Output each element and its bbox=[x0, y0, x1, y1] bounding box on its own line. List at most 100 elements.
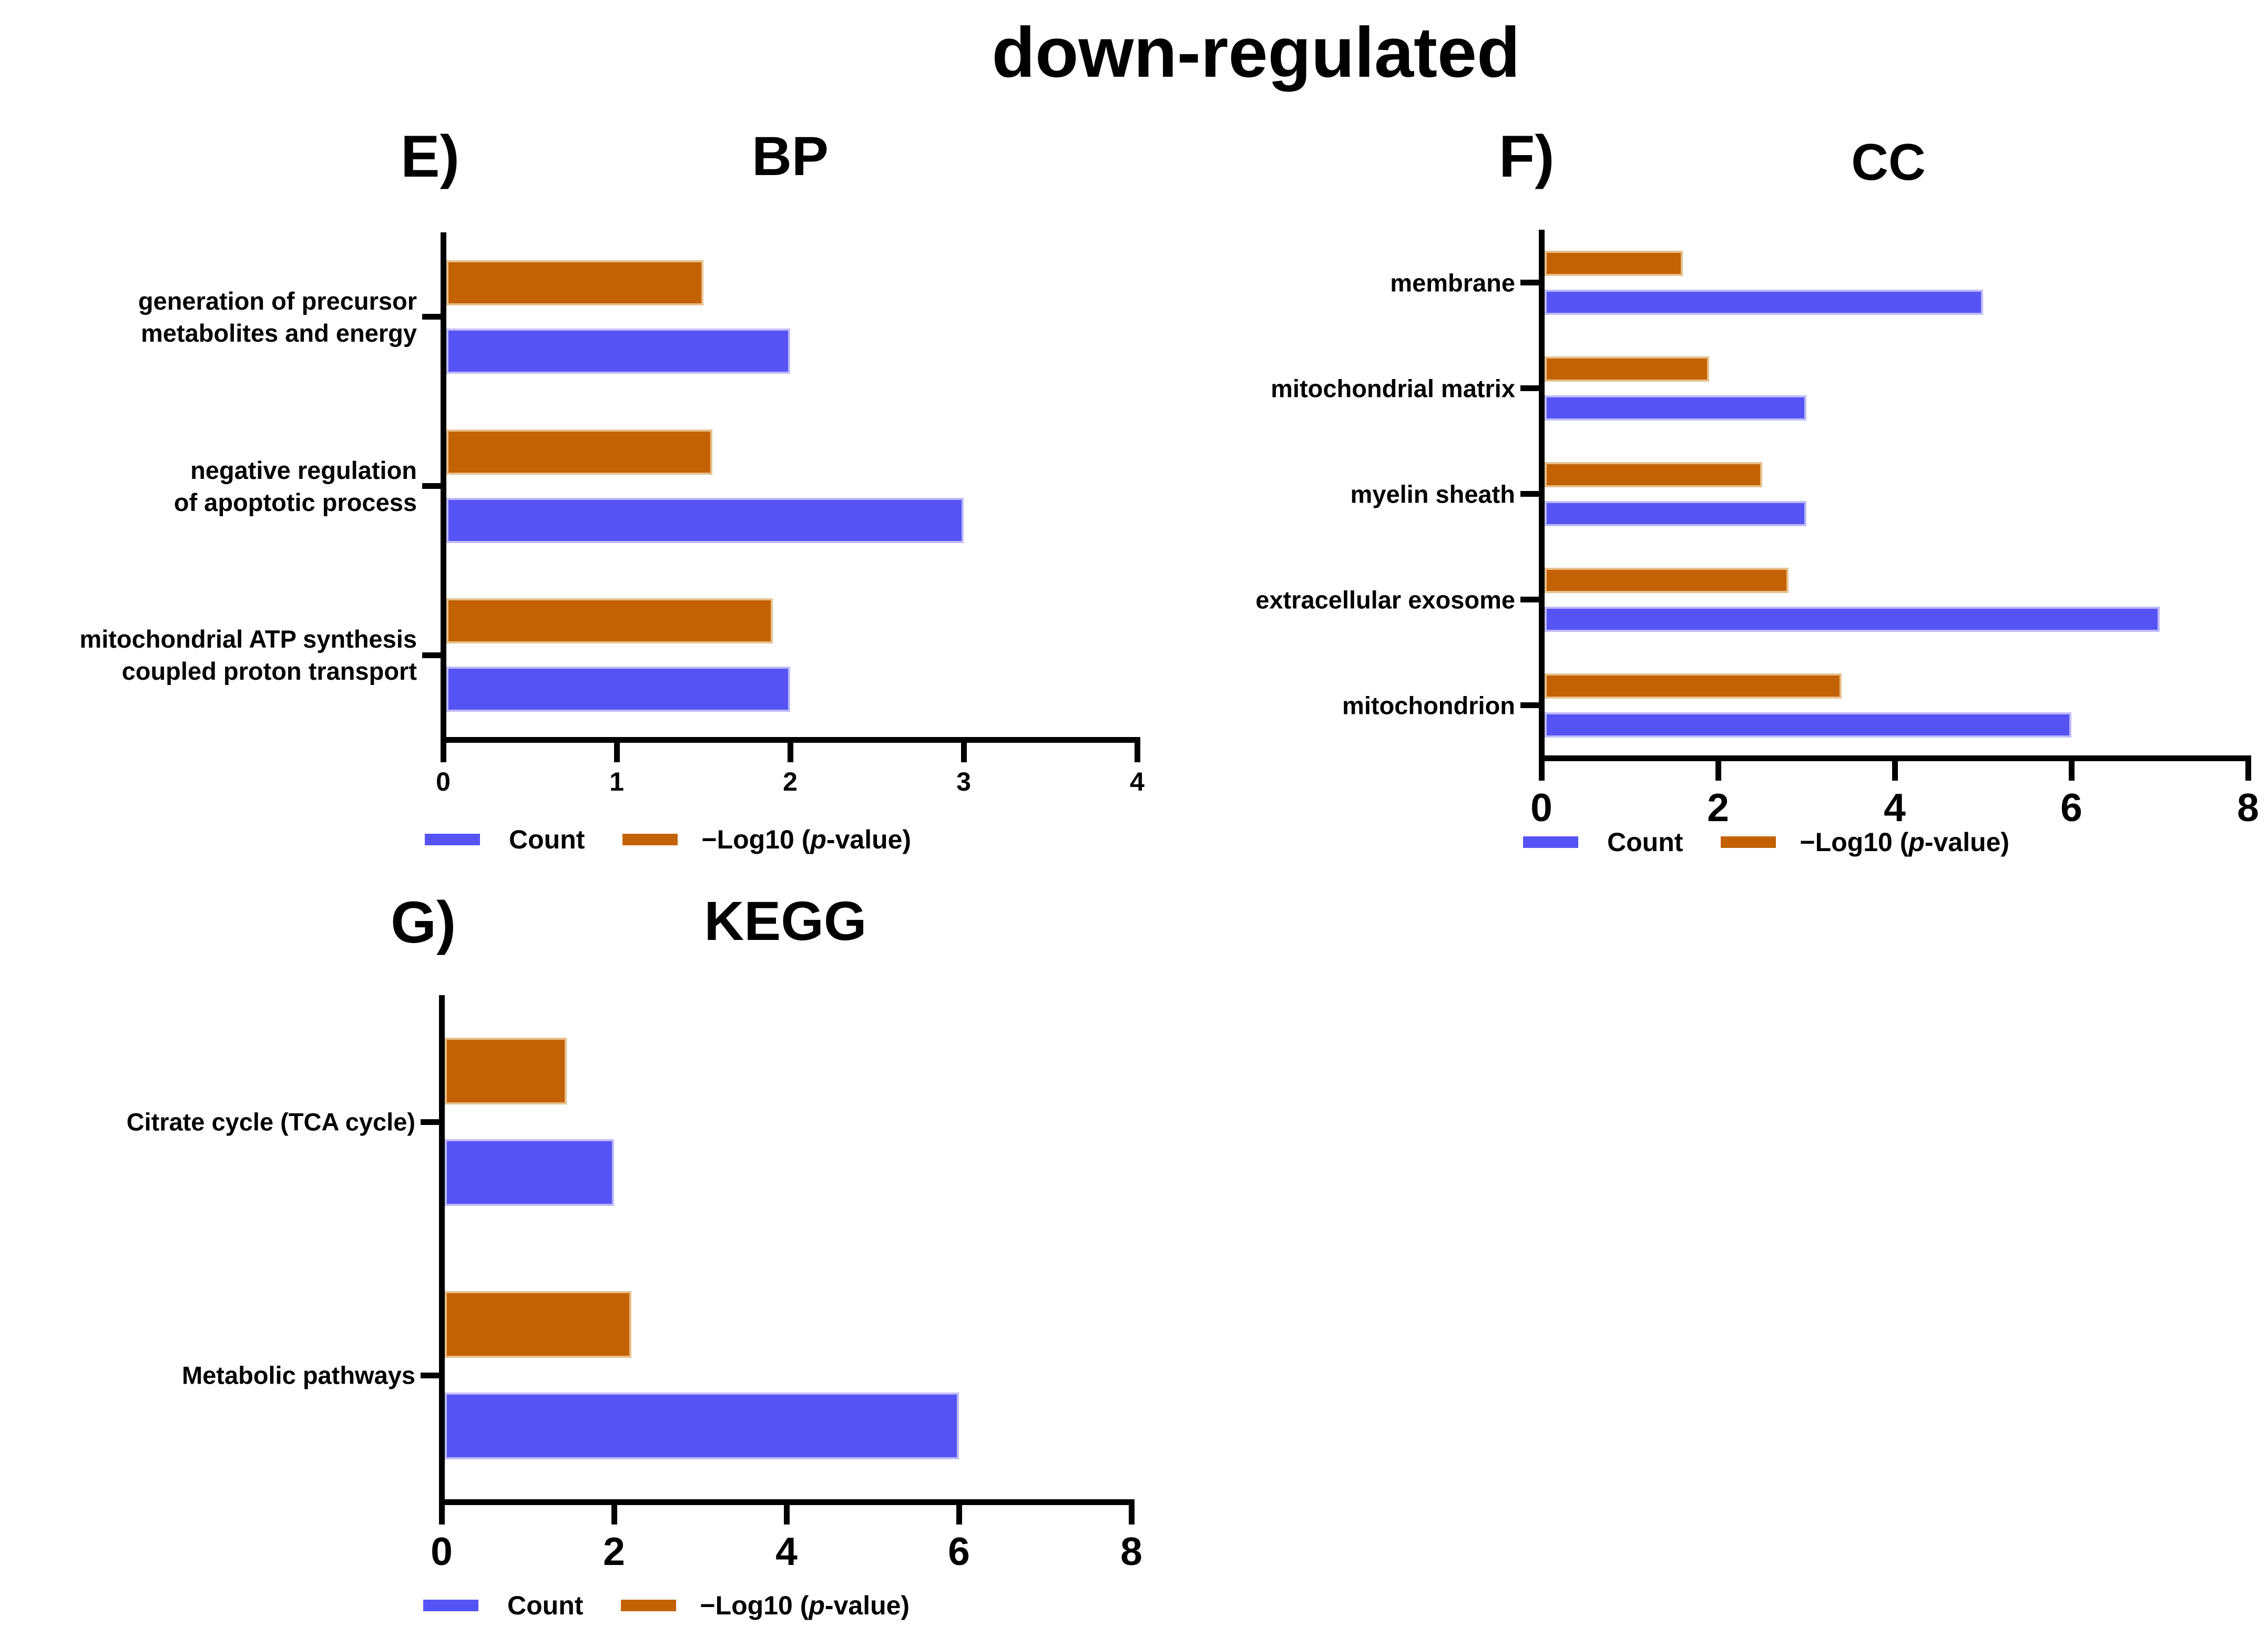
pvalue-legend-post: -value) bbox=[826, 825, 912, 854]
pvalue-bar bbox=[446, 260, 703, 305]
category-label: negative regulation of apoptotic process bbox=[173, 456, 417, 516]
category-label: mitochondrial ATP synthesis coupled prot… bbox=[79, 625, 417, 686]
category-label: Metabolic pathways bbox=[182, 1361, 415, 1389]
pvalue-bar bbox=[444, 1291, 631, 1358]
category-tick bbox=[1520, 702, 1539, 708]
x-tick bbox=[783, 1505, 790, 1525]
panel-title-kegg: KEGG bbox=[704, 891, 867, 952]
x-tick-label: 0 bbox=[431, 1529, 453, 1573]
count-bar bbox=[1544, 289, 1983, 315]
x-axis-line bbox=[438, 1499, 1135, 1505]
pvalue-legend-p: p bbox=[810, 825, 826, 854]
count-bar bbox=[446, 667, 790, 712]
x-tick-label: 8 bbox=[2237, 785, 2259, 830]
count-bar bbox=[1544, 500, 1806, 526]
count-bar bbox=[446, 497, 964, 543]
panel-title-cc: CC bbox=[1851, 133, 1926, 191]
pvalue-legend-pre: −Log10 ( bbox=[1800, 827, 1909, 857]
x-tick-label: 4 bbox=[775, 1529, 798, 1573]
pvalue-legend-post: -value) bbox=[824, 1591, 910, 1620]
cc-legend: Count −Log10 (p-value) bbox=[1523, 826, 2009, 858]
category-label: generation of precursor metabolites and … bbox=[138, 287, 417, 347]
pvalue-bar bbox=[1544, 673, 1842, 699]
category-tick bbox=[420, 1372, 439, 1378]
pvalue-legend-p: p bbox=[1908, 827, 1925, 857]
x-tick bbox=[2068, 761, 2075, 781]
count-bar bbox=[1544, 712, 2071, 738]
panel-title-bp: BP bbox=[752, 126, 829, 187]
category-tick bbox=[1520, 597, 1539, 602]
pvalue-legend-post: -value) bbox=[1924, 827, 2010, 857]
x-tick bbox=[614, 742, 620, 762]
x-tick-label: 2 bbox=[783, 766, 798, 796]
panel-label-g: G) bbox=[391, 889, 456, 955]
x-tick-label: 6 bbox=[948, 1529, 970, 1573]
x-tick bbox=[961, 742, 967, 762]
category-label: mitochondrial matrix bbox=[1271, 374, 1515, 402]
y-axis-line bbox=[440, 232, 446, 762]
count-legend-swatch bbox=[423, 1600, 478, 1611]
x-tick-label: 2 bbox=[603, 1529, 625, 1573]
figure-title: down-regulated bbox=[992, 13, 1520, 92]
kegg-legend: Count −Log10 (p-value) bbox=[423, 1590, 910, 1621]
pvalue-bar bbox=[446, 598, 773, 644]
pvalue-bar bbox=[444, 1038, 567, 1104]
count-bar bbox=[444, 1139, 614, 1206]
x-tick-label: 8 bbox=[1120, 1529, 1142, 1573]
category-tick bbox=[1520, 491, 1539, 497]
x-tick bbox=[1134, 742, 1140, 762]
x-tick-label: 2 bbox=[1707, 785, 1729, 830]
count-legend-label: Count bbox=[507, 1591, 584, 1620]
pvalue-legend-pre: −Log10 ( bbox=[701, 825, 811, 854]
panel-label-e: E) bbox=[401, 124, 459, 189]
category-label: Citrate cycle (TCA cycle) bbox=[126, 1108, 415, 1136]
x-tick-label: 0 bbox=[436, 766, 451, 796]
category-tick bbox=[422, 483, 441, 489]
category-tick bbox=[422, 652, 441, 658]
count-legend-label: Count bbox=[509, 825, 585, 854]
x-tick bbox=[440, 742, 446, 762]
pvalue-bar bbox=[1544, 462, 1762, 487]
x-tick-label: 0 bbox=[1530, 785, 1552, 830]
x-tick bbox=[787, 742, 793, 762]
bp-legend: Count −Log10 (p-value) bbox=[425, 824, 911, 855]
pvalue-legend-label: −Log10 (p-value) bbox=[1800, 827, 2009, 857]
category-tick bbox=[1520, 385, 1539, 391]
pvalue-legend-label: −Log10 (p-value) bbox=[701, 824, 911, 855]
pvalue-bar bbox=[1544, 356, 1710, 382]
count-bar bbox=[444, 1393, 959, 1459]
pvalue-legend-swatch bbox=[1721, 836, 1776, 848]
x-tick bbox=[2245, 761, 2251, 781]
x-tick bbox=[956, 1505, 962, 1525]
category-tick bbox=[422, 314, 441, 320]
y-axis-line bbox=[1538, 230, 1545, 781]
x-tick-label: 3 bbox=[956, 766, 971, 796]
pvalue-legend-swatch bbox=[622, 834, 678, 845]
category-label: membrane bbox=[1390, 268, 1515, 296]
count-bar bbox=[1544, 606, 2160, 632]
category-label: mitochondrion bbox=[1342, 691, 1515, 719]
x-tick bbox=[438, 1505, 445, 1525]
x-tick-label: 6 bbox=[2060, 785, 2082, 830]
panel-label-f: F) bbox=[1499, 124, 1555, 189]
pvalue-legend-p: p bbox=[809, 1591, 825, 1620]
x-tick bbox=[1892, 761, 1898, 781]
y-axis-line bbox=[438, 995, 445, 1525]
pvalue-bar bbox=[1544, 567, 1789, 593]
count-bar bbox=[446, 328, 790, 374]
category-tick bbox=[1520, 280, 1539, 285]
x-tick bbox=[1715, 761, 1721, 781]
pvalue-legend-pre: −Log10 ( bbox=[700, 1591, 809, 1620]
x-axis-line bbox=[1538, 755, 2251, 761]
x-tick-label: 1 bbox=[609, 766, 624, 796]
pvalue-bar bbox=[446, 429, 712, 475]
category-label: myelin sheath bbox=[1350, 479, 1515, 508]
x-tick bbox=[611, 1505, 617, 1525]
x-tick bbox=[1128, 1505, 1135, 1525]
count-legend-label: Count bbox=[1607, 827, 1683, 857]
count-bar bbox=[1544, 395, 1806, 421]
category-tick bbox=[420, 1119, 439, 1125]
pvalue-legend-label: −Log10 (p-value) bbox=[700, 1590, 910, 1621]
count-legend-swatch bbox=[425, 834, 480, 845]
